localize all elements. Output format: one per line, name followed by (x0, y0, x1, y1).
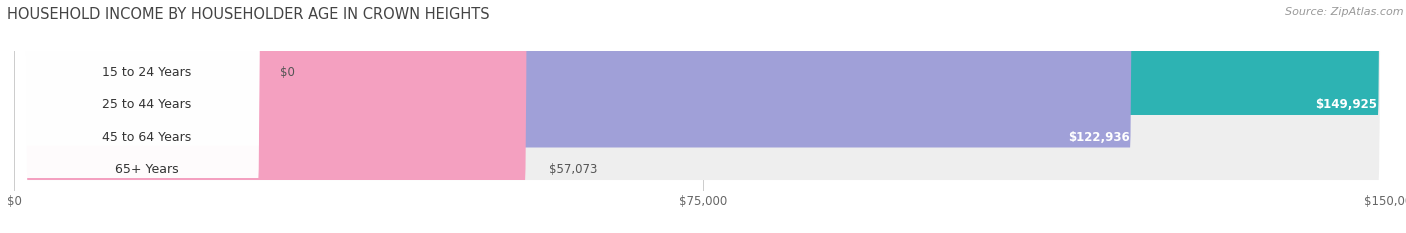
FancyBboxPatch shape (14, 0, 1392, 180)
FancyBboxPatch shape (14, 0, 269, 80)
FancyBboxPatch shape (14, 0, 269, 113)
FancyBboxPatch shape (14, 0, 1143, 147)
FancyBboxPatch shape (14, 0, 269, 178)
FancyBboxPatch shape (14, 0, 538, 180)
Text: 25 to 44 Years: 25 to 44 Years (103, 98, 191, 111)
FancyBboxPatch shape (14, 0, 1392, 147)
Text: $122,936: $122,936 (1067, 131, 1129, 144)
Text: $57,073: $57,073 (550, 163, 598, 176)
Text: 45 to 64 Years: 45 to 64 Years (103, 131, 191, 144)
Text: 15 to 24 Years: 15 to 24 Years (103, 66, 191, 79)
FancyBboxPatch shape (14, 0, 1392, 115)
Text: Source: ZipAtlas.com: Source: ZipAtlas.com (1285, 7, 1403, 17)
FancyBboxPatch shape (14, 0, 269, 145)
Text: HOUSEHOLD INCOME BY HOUSEHOLDER AGE IN CROWN HEIGHTS: HOUSEHOLD INCOME BY HOUSEHOLDER AGE IN C… (7, 7, 489, 22)
Text: 65+ Years: 65+ Years (115, 163, 179, 176)
FancyBboxPatch shape (14, 0, 1392, 115)
Text: $149,925: $149,925 (1316, 98, 1378, 111)
Text: $0: $0 (280, 66, 295, 79)
FancyBboxPatch shape (14, 0, 1392, 82)
